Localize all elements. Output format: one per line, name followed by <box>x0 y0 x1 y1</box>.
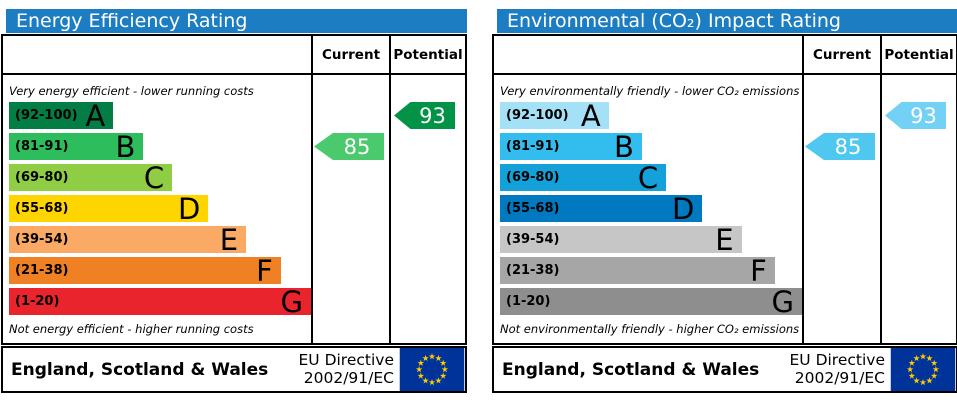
footer: England, Scotland & Wales EU Directive 2… <box>492 346 957 393</box>
energy-panel-title: Energy Efficiency Rating <box>6 9 467 33</box>
band-row-b: (81-91) B <box>500 129 642 164</box>
bottom-caption: Not environmentally friendly - higher CO… <box>500 322 800 336</box>
band-row-d: (55-68) D <box>9 191 209 226</box>
header-spacer <box>3 36 311 73</box>
footer: England, Scotland & Wales EU Directive 2… <box>1 346 467 393</box>
band-g-range: (1-20) <box>15 294 60 309</box>
band-f-letter: F <box>256 253 273 288</box>
band-b-range: (81-91) <box>506 139 560 154</box>
eu-flag-icon <box>890 348 956 391</box>
top-caption: Very energy efficient - lower running co… <box>9 84 254 98</box>
potential-column-header: Potential <box>389 36 465 73</box>
current-rating-value: 85 <box>834 134 862 159</box>
band-row-c: (69-80) C <box>500 160 667 195</box>
region-label: England, Scotland & Wales <box>11 359 269 380</box>
eu-directive-label: EU Directive 2002/91/EC <box>298 350 395 388</box>
header-spacer <box>494 36 802 73</box>
band-c-range: (69-80) <box>15 170 69 185</box>
band-d-range: (55-68) <box>15 201 69 216</box>
band-d-range: (55-68) <box>506 201 560 216</box>
table-header-row: Current Potential <box>494 36 956 75</box>
environmental-rating-table: Current Potential Very environmentally f… <box>492 34 957 345</box>
rating-bands: (92-100) A (81-91) B (69-80) C (55-68) <box>3 98 311 319</box>
band-row-f: (21-38) F <box>9 253 281 288</box>
band-a-letter: A <box>580 98 601 133</box>
potential-rating-arrow: 93 <box>394 102 455 129</box>
environmental-panel-title: Environmental (CO₂) Impact Rating <box>497 9 957 33</box>
band-row-d: (55-68) D <box>500 191 703 226</box>
region-label: England, Scotland & Wales <box>502 359 760 380</box>
current-column-header: Current <box>311 36 389 73</box>
table-body: Very environmentally friendly - lower CO… <box>494 75 956 343</box>
band-b-letter: B <box>614 129 634 164</box>
band-e-range: (39-54) <box>15 232 69 247</box>
band-c-range: (69-80) <box>506 170 560 185</box>
band-f-range: (21-38) <box>15 263 69 278</box>
current-rating-arrow: 85 <box>805 133 875 160</box>
band-e-letter: E <box>219 222 239 257</box>
band-g-letter: G <box>280 284 303 319</box>
potential-column: 93 <box>389 75 465 343</box>
current-column: 85 <box>311 75 389 343</box>
band-row-c: (69-80) C <box>9 160 173 195</box>
top-caption: Very environmentally friendly - lower CO… <box>500 84 800 98</box>
eu-directive-line1: EU Directive <box>298 350 395 369</box>
band-row-b: (81-91) B <box>9 129 144 164</box>
band-c-letter: C <box>143 160 165 195</box>
environmental-impact-panel: Environmental (CO₂) Impact Rating Curren… <box>492 9 957 404</box>
band-column: Very energy efficient - lower running co… <box>3 75 311 343</box>
eu-directive-label: EU Directive 2002/91/EC <box>789 350 886 388</box>
eu-directive-line2: 2002/91/EC <box>303 368 394 387</box>
band-row-a: (92-100) A <box>500 98 609 133</box>
band-row-f: (21-38) F <box>500 253 775 288</box>
band-d-letter: D <box>177 191 201 226</box>
band-a-letter: A <box>85 98 106 133</box>
current-rating-value: 85 <box>343 134 371 159</box>
band-row-g: (1-20) G <box>9 284 311 319</box>
band-c-letter: C <box>637 160 659 195</box>
band-a-range: (92-100) <box>506 108 569 123</box>
potential-column-header: Potential <box>880 36 956 73</box>
band-a-range: (92-100) <box>15 108 78 123</box>
current-column: 85 <box>802 75 880 343</box>
potential-rating-value: 93 <box>910 103 937 128</box>
band-b-range: (81-91) <box>15 139 69 154</box>
eu-flag-icon <box>399 348 465 391</box>
table-body: Very energy efficient - lower running co… <box>3 75 465 343</box>
band-column: Very environmentally friendly - lower CO… <box>494 75 802 343</box>
current-column-header: Current <box>802 36 880 73</box>
band-f-letter: F <box>750 253 767 288</box>
energy-efficiency-panel: Energy Efficiency Rating Current Potenti… <box>1 9 467 404</box>
band-e-letter: E <box>715 222 734 257</box>
band-d-letter: D <box>671 191 695 226</box>
band-e-range: (39-54) <box>506 232 560 247</box>
current-rating-arrow: 85 <box>314 133 384 160</box>
energy-rating-table: Current Potential Very energy efficient … <box>1 34 467 345</box>
potential-rating-value: 93 <box>419 103 446 128</box>
eu-directive-line2: 2002/91/EC <box>794 368 885 387</box>
band-row-e: (39-54) E <box>9 222 247 257</box>
band-row-g: (1-20) G <box>500 284 802 319</box>
potential-column: 93 <box>880 75 956 343</box>
band-f-range: (21-38) <box>506 263 560 278</box>
table-header-row: Current Potential <box>3 36 465 75</box>
rating-bands: (92-100) A (81-91) B (69-80) C (55-68) <box>494 98 802 319</box>
bottom-caption: Not energy efficient - higher running co… <box>9 322 254 336</box>
eu-directive-line1: EU Directive <box>789 350 886 369</box>
band-row-e: (39-54) E <box>500 222 742 257</box>
band-row-a: (92-100) A <box>9 98 114 133</box>
potential-rating-arrow: 93 <box>885 102 946 129</box>
band-g-letter: G <box>771 284 794 319</box>
band-g-range: (1-20) <box>506 294 551 309</box>
band-b-letter: B <box>115 129 136 164</box>
